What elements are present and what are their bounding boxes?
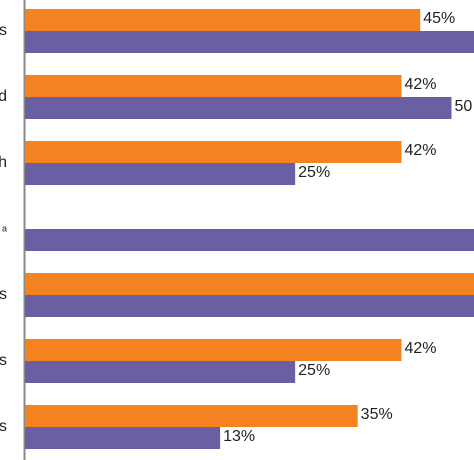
bar — [25, 295, 474, 317]
category-label: d — [0, 88, 7, 105]
value-label: 45% — [423, 10, 455, 27]
value-label: 42% — [404, 142, 436, 159]
bar — [25, 31, 474, 53]
value-label: 35% — [361, 406, 393, 423]
value-label: 50 — [454, 98, 472, 115]
bar — [25, 163, 296, 185]
category-label: s — [0, 286, 7, 303]
value-label: 25% — [298, 164, 330, 181]
value-label: 42% — [404, 76, 436, 93]
category-label: s — [0, 352, 7, 369]
value-label: 13% — [223, 428, 255, 445]
bar — [25, 361, 296, 383]
category-label: s — [0, 418, 7, 435]
category-label: a — [2, 223, 7, 233]
bar — [25, 75, 402, 97]
value-label: 25% — [298, 362, 330, 379]
value-label: 42% — [404, 340, 436, 357]
bar — [25, 141, 402, 163]
bar — [25, 427, 221, 449]
bar — [25, 405, 358, 427]
bar — [25, 9, 421, 31]
category-label: s — [0, 22, 7, 39]
bar — [25, 273, 474, 295]
category-label: h — [0, 154, 7, 171]
bar — [25, 339, 402, 361]
bar — [25, 97, 452, 119]
bar — [25, 229, 474, 251]
